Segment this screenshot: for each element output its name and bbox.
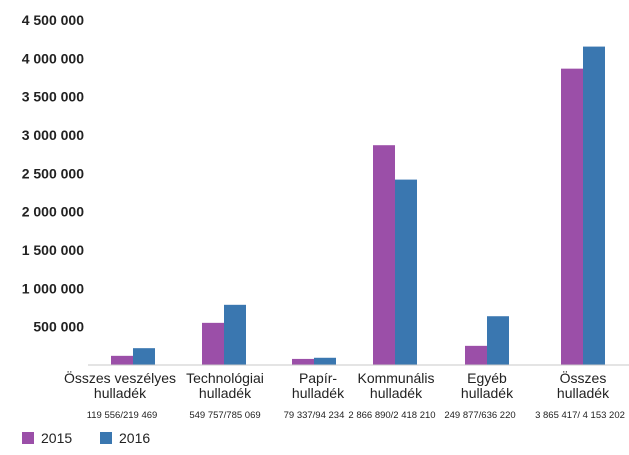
bar-2015 <box>561 68 583 365</box>
category-label: Papír- <box>299 370 337 386</box>
category-label: Kommunális <box>357 370 434 386</box>
bar-2015 <box>465 345 487 365</box>
y-tick-label: 1 500 000 <box>22 242 84 258</box>
value-label: 249 877/636 220 <box>444 410 515 421</box>
value-label: 79 337/94 234 <box>284 410 345 421</box>
y-tick-label: 2 500 000 <box>22 165 84 181</box>
legend-swatch-2016 <box>100 432 112 444</box>
y-tick-label: 3 000 000 <box>22 127 84 143</box>
category-label: hulladék <box>370 385 423 401</box>
category-label: Technológiai <box>186 370 264 386</box>
category-label: Összes <box>560 369 607 386</box>
value-label: 549 757/785 069 <box>189 410 260 421</box>
bar-2016 <box>487 316 509 365</box>
value-label: 3 865 417/ 4 153 202 <box>535 410 625 421</box>
bar-2016 <box>583 46 605 366</box>
category-label: hulladék <box>292 385 345 401</box>
y-tick-label: 2 000 000 <box>22 204 84 220</box>
category-label: hulladék <box>94 385 147 401</box>
legend-swatch-2015 <box>22 432 34 444</box>
bar-2016 <box>133 348 155 365</box>
bar-2016 <box>314 357 336 365</box>
category-label: Egyéb <box>467 370 507 386</box>
bar-2015 <box>202 322 224 365</box>
value-label: 2 866 890/2 418 210 <box>348 410 435 421</box>
legend-label: 2016 <box>119 430 150 446</box>
bar-2015 <box>111 355 133 365</box>
y-axis-ticks: 500 000 1 000 000 1 500 000 2 000 000 2 500 … <box>22 12 85 335</box>
legend: 2015 2016 <box>22 430 150 446</box>
bar-2015 <box>373 145 395 365</box>
bars <box>111 46 605 366</box>
y-tick-label: 3 500 000 <box>22 89 84 105</box>
bar-2016 <box>224 304 246 365</box>
category-label: hulladék <box>557 385 610 401</box>
y-tick-label: 500 000 <box>33 319 84 335</box>
category-label: hulladék <box>199 385 252 401</box>
y-tick-label: 4 500 000 <box>22 12 84 28</box>
category-label: Összes veszélyes <box>64 369 176 386</box>
y-tick-label: 4 000 000 <box>22 50 84 66</box>
bar-2016 <box>395 179 417 365</box>
legend-label: 2015 <box>41 430 72 446</box>
y-tick-label: 1 000 000 <box>22 280 84 296</box>
category-label: hulladék <box>461 385 514 401</box>
bar-2015 <box>292 358 314 365</box>
value-label: 119 556/219 469 <box>87 410 158 421</box>
